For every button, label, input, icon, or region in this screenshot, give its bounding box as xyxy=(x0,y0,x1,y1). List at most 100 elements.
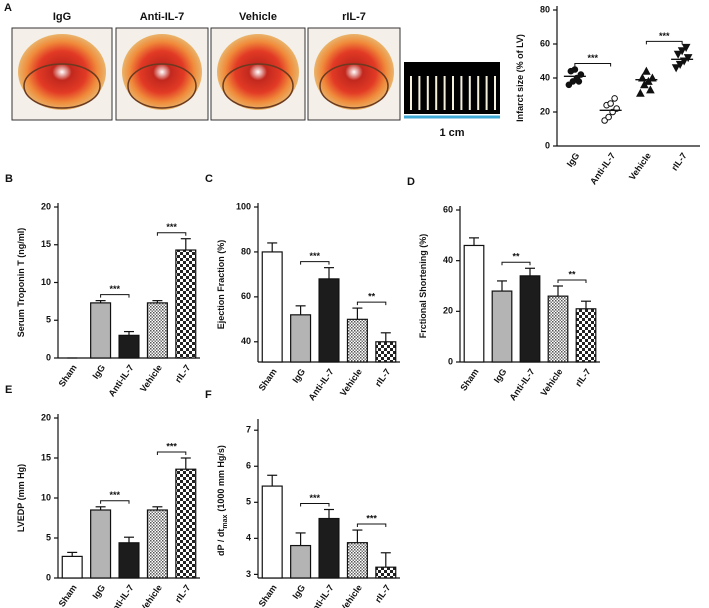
ruler-tick xyxy=(477,76,480,110)
y-axis-label: Infarct size (% of LV) xyxy=(515,34,525,122)
y-axis-label: LVEDP (mm Hg) xyxy=(16,464,26,532)
x-tick-label: IgG xyxy=(290,583,307,601)
ruler-tick xyxy=(485,76,488,110)
x-tick-label: Sham xyxy=(458,367,480,393)
x-tick-label: IgG xyxy=(90,363,107,381)
x-tick-label: Anti-IL-7 xyxy=(507,367,536,403)
significance-label: *** xyxy=(587,53,598,63)
ruler-tick xyxy=(418,76,421,110)
y-tick-label: 5 xyxy=(46,532,51,542)
chart-panel: 3 4 5 6 7 FdP / dtmax (1000 mm Hg/s) Sham IgG Ant… xyxy=(205,389,400,608)
significance-label: *** xyxy=(110,490,121,500)
point xyxy=(636,88,645,97)
y-tick-label: 40 xyxy=(443,255,453,265)
x-tick-label: Vehicle xyxy=(138,583,164,608)
significance-label: ** xyxy=(568,269,576,279)
heart-slice xyxy=(122,34,202,110)
significance-label: *** xyxy=(366,513,377,523)
x-tick-label: Sham xyxy=(257,367,279,393)
significance-label: *** xyxy=(310,493,321,503)
ruler-tick xyxy=(452,76,454,110)
scale-label: 1 cm xyxy=(439,127,464,139)
significance-bracket xyxy=(156,451,187,455)
x-tick-label: Sham xyxy=(257,583,279,608)
significance-bracket xyxy=(156,232,187,236)
bar xyxy=(290,314,312,363)
significance-label: *** xyxy=(659,31,670,41)
bar xyxy=(290,544,312,579)
ruler-tick xyxy=(460,76,463,110)
bar xyxy=(261,485,283,579)
y-tick-label: 0 xyxy=(46,352,51,362)
x-tick-label: rIL-7 xyxy=(173,583,192,605)
significance-bracket xyxy=(501,261,531,266)
y-axis-label: dP / dtmax (1000 mm Hg/s) xyxy=(216,445,228,556)
y-tick-label: 20 xyxy=(41,201,51,211)
heart-slice xyxy=(18,34,106,110)
y-tick-label: 4 xyxy=(246,533,251,543)
significance-label: *** xyxy=(166,441,177,451)
y-tick-label: 40 xyxy=(241,336,251,346)
y-tick-label: 60 xyxy=(540,38,550,48)
y-tick-label: 40 xyxy=(540,72,550,82)
panel-letter: F xyxy=(205,389,212,401)
x-tick-label: IgG xyxy=(90,583,107,601)
heart-slice xyxy=(314,34,394,110)
y-axis-label-part: LVEDP (mm Hg) xyxy=(16,464,26,532)
x-tick-label: Vehicle xyxy=(338,367,364,398)
y-axis-label: Frctional Shortening (%) xyxy=(418,234,428,339)
bar xyxy=(146,509,168,579)
x-tick-label: IgG xyxy=(290,367,307,385)
point xyxy=(607,100,614,107)
point xyxy=(642,66,651,75)
scale-bar: 1 cm xyxy=(404,62,500,139)
chart-panel: 0 5 10 15 20 E LVEDP (mm Hg) Sham IgG Anti-IL-7 Ve… xyxy=(5,384,200,608)
significance-bracket xyxy=(356,523,387,528)
x-tick-label: rIL-7 xyxy=(173,363,192,385)
slice-edge xyxy=(23,63,101,109)
y-axis-label-part: max xyxy=(222,514,229,528)
x-tick-label: rIL-7 xyxy=(373,367,392,389)
point xyxy=(646,85,655,94)
ruler-tick xyxy=(468,76,471,110)
x-tick-label: rIL-7 xyxy=(669,151,688,173)
x-tick-label: Anti-IL-7 xyxy=(306,583,335,608)
y-tick-label: 20 xyxy=(540,106,550,116)
bar xyxy=(118,334,140,359)
point xyxy=(683,54,693,63)
y-tick-label: 60 xyxy=(443,204,453,214)
y-tick-label: 0 xyxy=(448,356,453,366)
bar xyxy=(90,302,112,359)
y-axis-label-part: Frctional Shortening (%) xyxy=(418,234,428,339)
y-tick-label: 7 xyxy=(246,425,251,435)
x-tick-label: rIL-7 xyxy=(573,367,592,389)
y-tick-label: 60 xyxy=(241,291,251,301)
bar xyxy=(575,308,597,363)
photo-caption: Vehicle xyxy=(239,11,277,23)
chart-panel: 40 60 80 100 C Ejection Fraction (%) Sham IgG An… xyxy=(205,173,400,403)
bar xyxy=(519,275,541,363)
photo-caption: Anti-IL-7 xyxy=(140,11,185,23)
bar xyxy=(261,251,283,363)
point xyxy=(677,47,687,56)
panel-letter: D xyxy=(407,176,415,188)
point xyxy=(681,43,691,52)
panel-letter: A xyxy=(4,2,12,14)
x-tick-label: IgG xyxy=(492,367,509,385)
x-tick-label: Vehicle xyxy=(539,367,565,398)
y-tick-label: 0 xyxy=(46,572,51,582)
x-tick-label: rIL-7 xyxy=(373,583,392,605)
slice-edge xyxy=(127,63,197,109)
y-tick-label: 3 xyxy=(246,569,251,579)
bar xyxy=(491,290,513,363)
chart-panel: 0 20 40 60 80 Infarct size (% of LV) IgG Anti-I… xyxy=(515,4,700,186)
ruler-tick xyxy=(410,76,412,110)
x-tick-label: Anti-IL-7 xyxy=(306,367,335,403)
panel-letter: B xyxy=(5,173,13,185)
point xyxy=(575,78,583,85)
y-tick-label: 15 xyxy=(41,239,51,249)
photo-row: IgG Anti-IL-7 Vehicle rIL-7 xyxy=(11,11,401,121)
x-tick-label: Vehicle xyxy=(138,363,164,394)
significance-bracket xyxy=(356,301,387,306)
bar xyxy=(90,509,112,579)
